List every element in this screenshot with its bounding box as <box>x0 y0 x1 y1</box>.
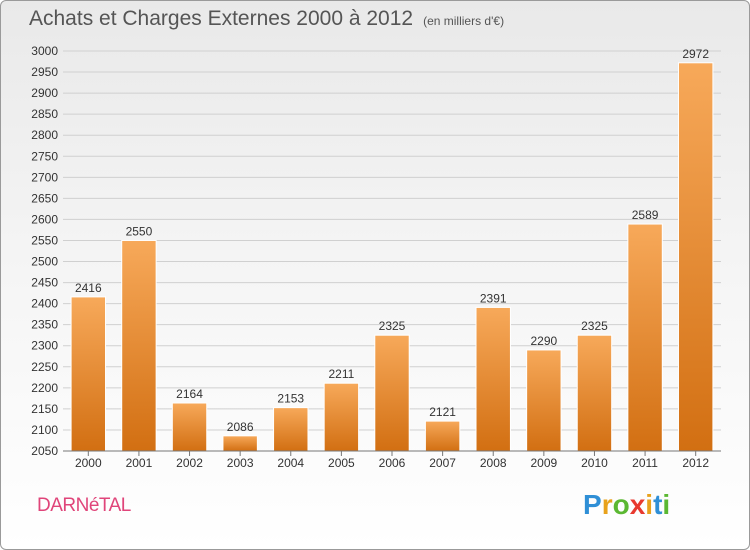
y-tick-label: 2450 <box>31 276 58 290</box>
bar-2005 <box>323 382 360 452</box>
bar-2012 <box>677 62 714 452</box>
data-label: 2391 <box>480 291 507 305</box>
logo-letter: o <box>612 489 630 520</box>
bar-2003 <box>222 435 258 452</box>
bar-2006 <box>374 334 410 452</box>
y-tick-label: 2650 <box>31 191 58 205</box>
x-tick-label: 2001 <box>126 456 153 470</box>
x-tick-label: 2002 <box>176 456 203 470</box>
bar-2000 <box>70 296 107 452</box>
bar-2011 <box>627 223 663 452</box>
x-tick-label: 2009 <box>530 456 557 470</box>
x-tick-label: 2005 <box>328 456 355 470</box>
bar-2002 <box>171 402 208 452</box>
bar-2008 <box>475 306 511 452</box>
proxiti-logo: Proxiti <box>583 489 670 521</box>
y-tick-label: 2200 <box>31 381 58 395</box>
data-label: 2325 <box>379 319 406 333</box>
y-tick-label: 3000 <box>31 44 58 58</box>
y-tick-label: 2550 <box>31 233 58 247</box>
y-tick-label: 2600 <box>31 212 58 226</box>
chart-unit: (en milliers d'€) <box>423 14 505 28</box>
x-tick-label: 2010 <box>581 456 608 470</box>
chart-title: Achats et Charges Externes 2000 à 2012 (e… <box>29 7 504 31</box>
y-tick-label: 2950 <box>31 65 58 79</box>
commune-name: DARNéTAL <box>37 495 131 516</box>
bar-2004 <box>273 407 309 452</box>
data-label: 2290 <box>530 334 557 348</box>
y-tick-label: 2050 <box>31 444 58 458</box>
logo-letter: i <box>645 489 654 520</box>
y-tick-label: 2100 <box>31 423 58 437</box>
data-label: 2972 <box>682 47 709 61</box>
data-label: 2325 <box>581 319 608 333</box>
logo-letter: P <box>583 489 602 520</box>
logo-letter: t <box>653 489 663 520</box>
logo-letter: x <box>629 489 646 520</box>
y-tick-label: 2250 <box>31 360 58 374</box>
y-tick-label: 2750 <box>31 149 58 163</box>
x-tick-label: 2006 <box>379 456 406 470</box>
data-label: 2164 <box>176 387 203 401</box>
data-labels: 2416 2550 2164 2086 2153 2211 2325 2121 2391 2290… <box>75 47 709 434</box>
x-axis-ticks: 2000 2001 2002 2003 2004 2005 2006 2007 2008 2009… <box>75 451 709 470</box>
data-label: 2416 <box>75 281 102 295</box>
bars <box>70 62 714 452</box>
x-tick-label: 2004 <box>277 456 304 470</box>
bar-2007 <box>424 420 461 452</box>
y-tick-label: 2850 <box>31 107 58 121</box>
bar-2010 <box>576 334 613 452</box>
chart-title-text: Achats et Charges Externes 2000 à 2012 <box>29 7 414 30</box>
bar-2001 <box>121 239 157 452</box>
x-tick-label: 2008 <box>480 456 507 470</box>
y-tick-label: 2500 <box>31 255 58 269</box>
data-label: 2153 <box>277 392 304 406</box>
data-label: 2086 <box>227 420 254 434</box>
data-label: 2589 <box>632 208 659 222</box>
data-label: 2550 <box>126 224 153 238</box>
bar-2009 <box>526 349 562 452</box>
logo-letter: r <box>601 489 613 520</box>
y-tick-label: 2150 <box>31 402 58 416</box>
y-tick-label: 2300 <box>31 339 58 353</box>
y-axis-ticks: 2050 2100 2150 2200 2250 2300 2350 2400 2450 2500… <box>31 44 58 458</box>
y-tick-label: 2400 <box>31 297 58 311</box>
y-tick-label: 2900 <box>31 86 58 100</box>
data-label: 2121 <box>429 405 456 419</box>
data-label: 2211 <box>328 367 354 381</box>
y-tick-label: 2700 <box>31 170 58 184</box>
y-tick-label: 2350 <box>31 318 58 332</box>
x-tick-label: 2011 <box>632 456 658 470</box>
x-tick-label: 2007 <box>429 456 456 470</box>
x-tick-label: 2012 <box>682 456 709 470</box>
x-tick-label: 2000 <box>75 456 102 470</box>
x-tick-label: 2003 <box>227 456 254 470</box>
logo-letter: i <box>662 489 671 520</box>
y-tick-label: 2800 <box>31 128 58 142</box>
